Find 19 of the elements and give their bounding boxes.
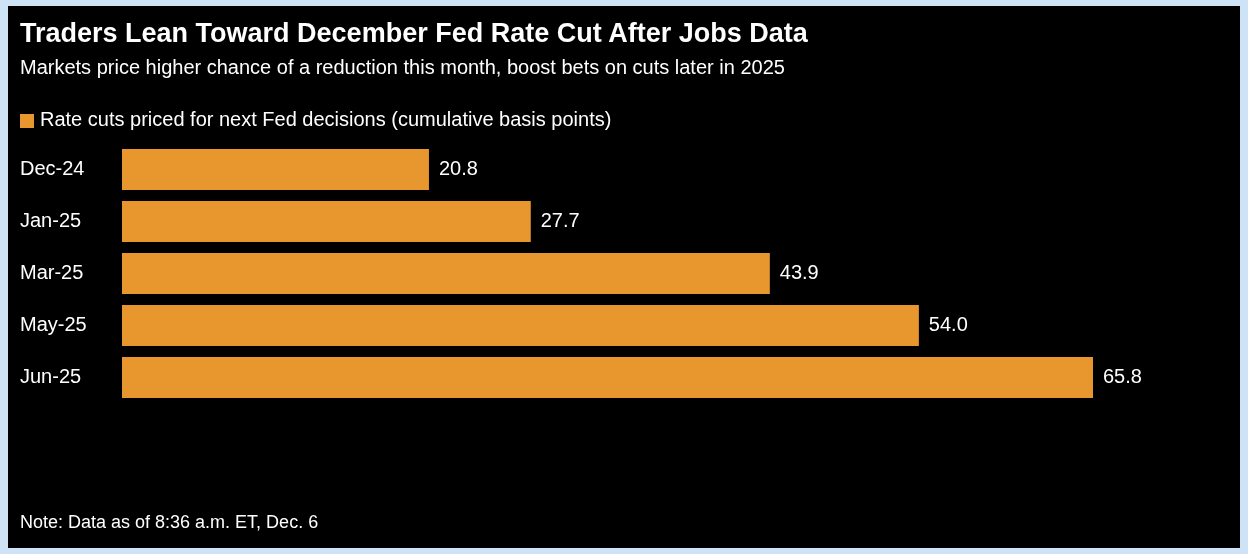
y-tick-label: Jan-25 bbox=[20, 208, 82, 231]
y-tick-label: May-25 bbox=[20, 312, 87, 335]
y-tick-label: Mar-25 bbox=[20, 260, 84, 283]
bar bbox=[122, 305, 919, 346]
data-label: 27.7 bbox=[540, 208, 580, 231]
y-tick-label: Jun-25 bbox=[20, 364, 82, 387]
data-label: 20.8 bbox=[438, 156, 478, 179]
y-tick-label: Dec-24 bbox=[20, 156, 85, 179]
data-label: 54.0 bbox=[928, 312, 968, 335]
text: Note: Data as of 8:36 a.m. ET, Dec. 6 bbox=[20, 512, 319, 532]
data-label: 43.9 bbox=[779, 260, 819, 283]
bar bbox=[122, 149, 429, 190]
legend-label: Rate cuts priced for next Fed decisions (cumulative basis points) bbox=[40, 108, 612, 131]
chart-title: Traders Lean Toward December Fed Rate Cut After Jobs Data bbox=[20, 18, 809, 48]
bar bbox=[122, 357, 1093, 398]
bar bbox=[122, 253, 770, 294]
bar bbox=[122, 201, 531, 242]
chart-subtitle: Markets price higher chance of a reduction this month, boost bets on cuts later in 2025 bbox=[20, 56, 785, 78]
data-label: 65.8 bbox=[1103, 364, 1142, 387]
